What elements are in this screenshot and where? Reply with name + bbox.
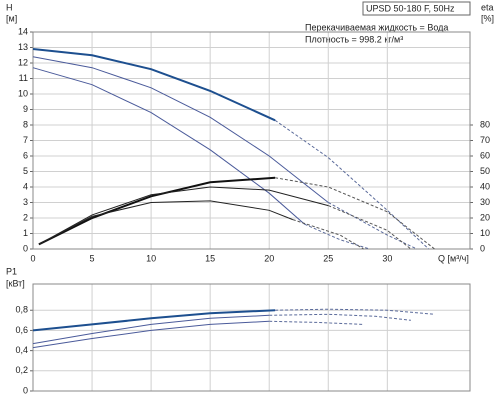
curve: [275, 308, 435, 315]
curve: [328, 205, 412, 250]
y2-tick-label: 60: [480, 150, 490, 160]
y-axis-unit: [м]: [6, 13, 17, 23]
y2-tick-label: 10: [480, 228, 490, 238]
curve: [32, 48, 276, 122]
x-tick-label: 25: [323, 253, 333, 263]
y-tick-label: 7: [23, 135, 28, 145]
y-tick-label: 0,2: [15, 365, 28, 375]
y-tick-label: 0,6: [15, 325, 28, 335]
chart-title: UPSD 50-180 F, 50Hz: [366, 3, 455, 13]
annotation: Перекачиваемая жидкость = Вода: [305, 22, 448, 32]
curve: [32, 67, 305, 225]
plot-frame: [32, 31, 471, 250]
curve: [304, 223, 370, 250]
x-tick-label: 20: [264, 253, 274, 263]
curve: [269, 313, 411, 321]
x-tick-label: 15: [205, 253, 215, 263]
curve: [32, 314, 270, 345]
y-tick-label: 3: [23, 197, 28, 207]
x-tick-label: 10: [146, 253, 156, 263]
x-tick-label: 30: [382, 253, 392, 263]
y-tick-label: 1: [23, 228, 28, 238]
y-tick-label: 2: [23, 212, 28, 222]
y-tick-label: 0,4: [15, 345, 28, 355]
x-axis-label: Q [м³/ч]: [438, 253, 469, 263]
y2-tick-label: 0: [480, 243, 485, 253]
curve: [38, 186, 329, 245]
curve: [292, 219, 364, 250]
y-tick-label: 8: [23, 119, 28, 129]
y-axis-label: P1: [6, 266, 17, 276]
y-axis-unit: [кВт]: [6, 278, 25, 288]
plot-frame: [32, 283, 471, 392]
y-tick-label: 5: [23, 166, 28, 176]
y2-tick-label: 70: [480, 135, 490, 145]
y2-axis-label: eta: [481, 2, 494, 12]
y2-tick-label: 80: [480, 119, 490, 129]
curve: [274, 119, 430, 250]
y-tick-label: 10: [18, 88, 28, 98]
curve: [38, 176, 276, 246]
y-tick-label: 0: [23, 243, 28, 253]
y-axis-label: H: [6, 2, 13, 12]
y2-tick-label: 40: [480, 181, 490, 191]
y-tick-label: 12: [18, 57, 28, 67]
curve: [275, 177, 435, 250]
y-tick-label: 4: [23, 181, 28, 191]
y-tick-label: 9: [23, 104, 28, 114]
y-tick-label: 13: [18, 42, 28, 52]
curve: [32, 309, 276, 332]
y-tick-label: 6: [23, 150, 28, 160]
y2-axis-unit: [%]: [481, 13, 494, 23]
y-tick-label: 0: [23, 385, 28, 395]
y2-tick-label: 30: [480, 197, 490, 207]
annotation: Плотность = 998.2 кг/м³: [305, 34, 403, 44]
y-tick-label: 14: [18, 26, 28, 36]
x-tick-label: 0: [30, 253, 35, 263]
x-tick-label: 5: [90, 253, 95, 263]
y2-tick-label: 20: [480, 212, 490, 222]
y-tick-label: 0,8: [15, 305, 28, 315]
curve: [269, 320, 364, 325]
curve: [38, 200, 293, 245]
curve: [32, 320, 270, 349]
title-box: [362, 1, 471, 16]
curve: [32, 56, 329, 203]
y2-tick-label: 50: [480, 166, 490, 176]
y-tick-label: 11: [19, 73, 28, 83]
